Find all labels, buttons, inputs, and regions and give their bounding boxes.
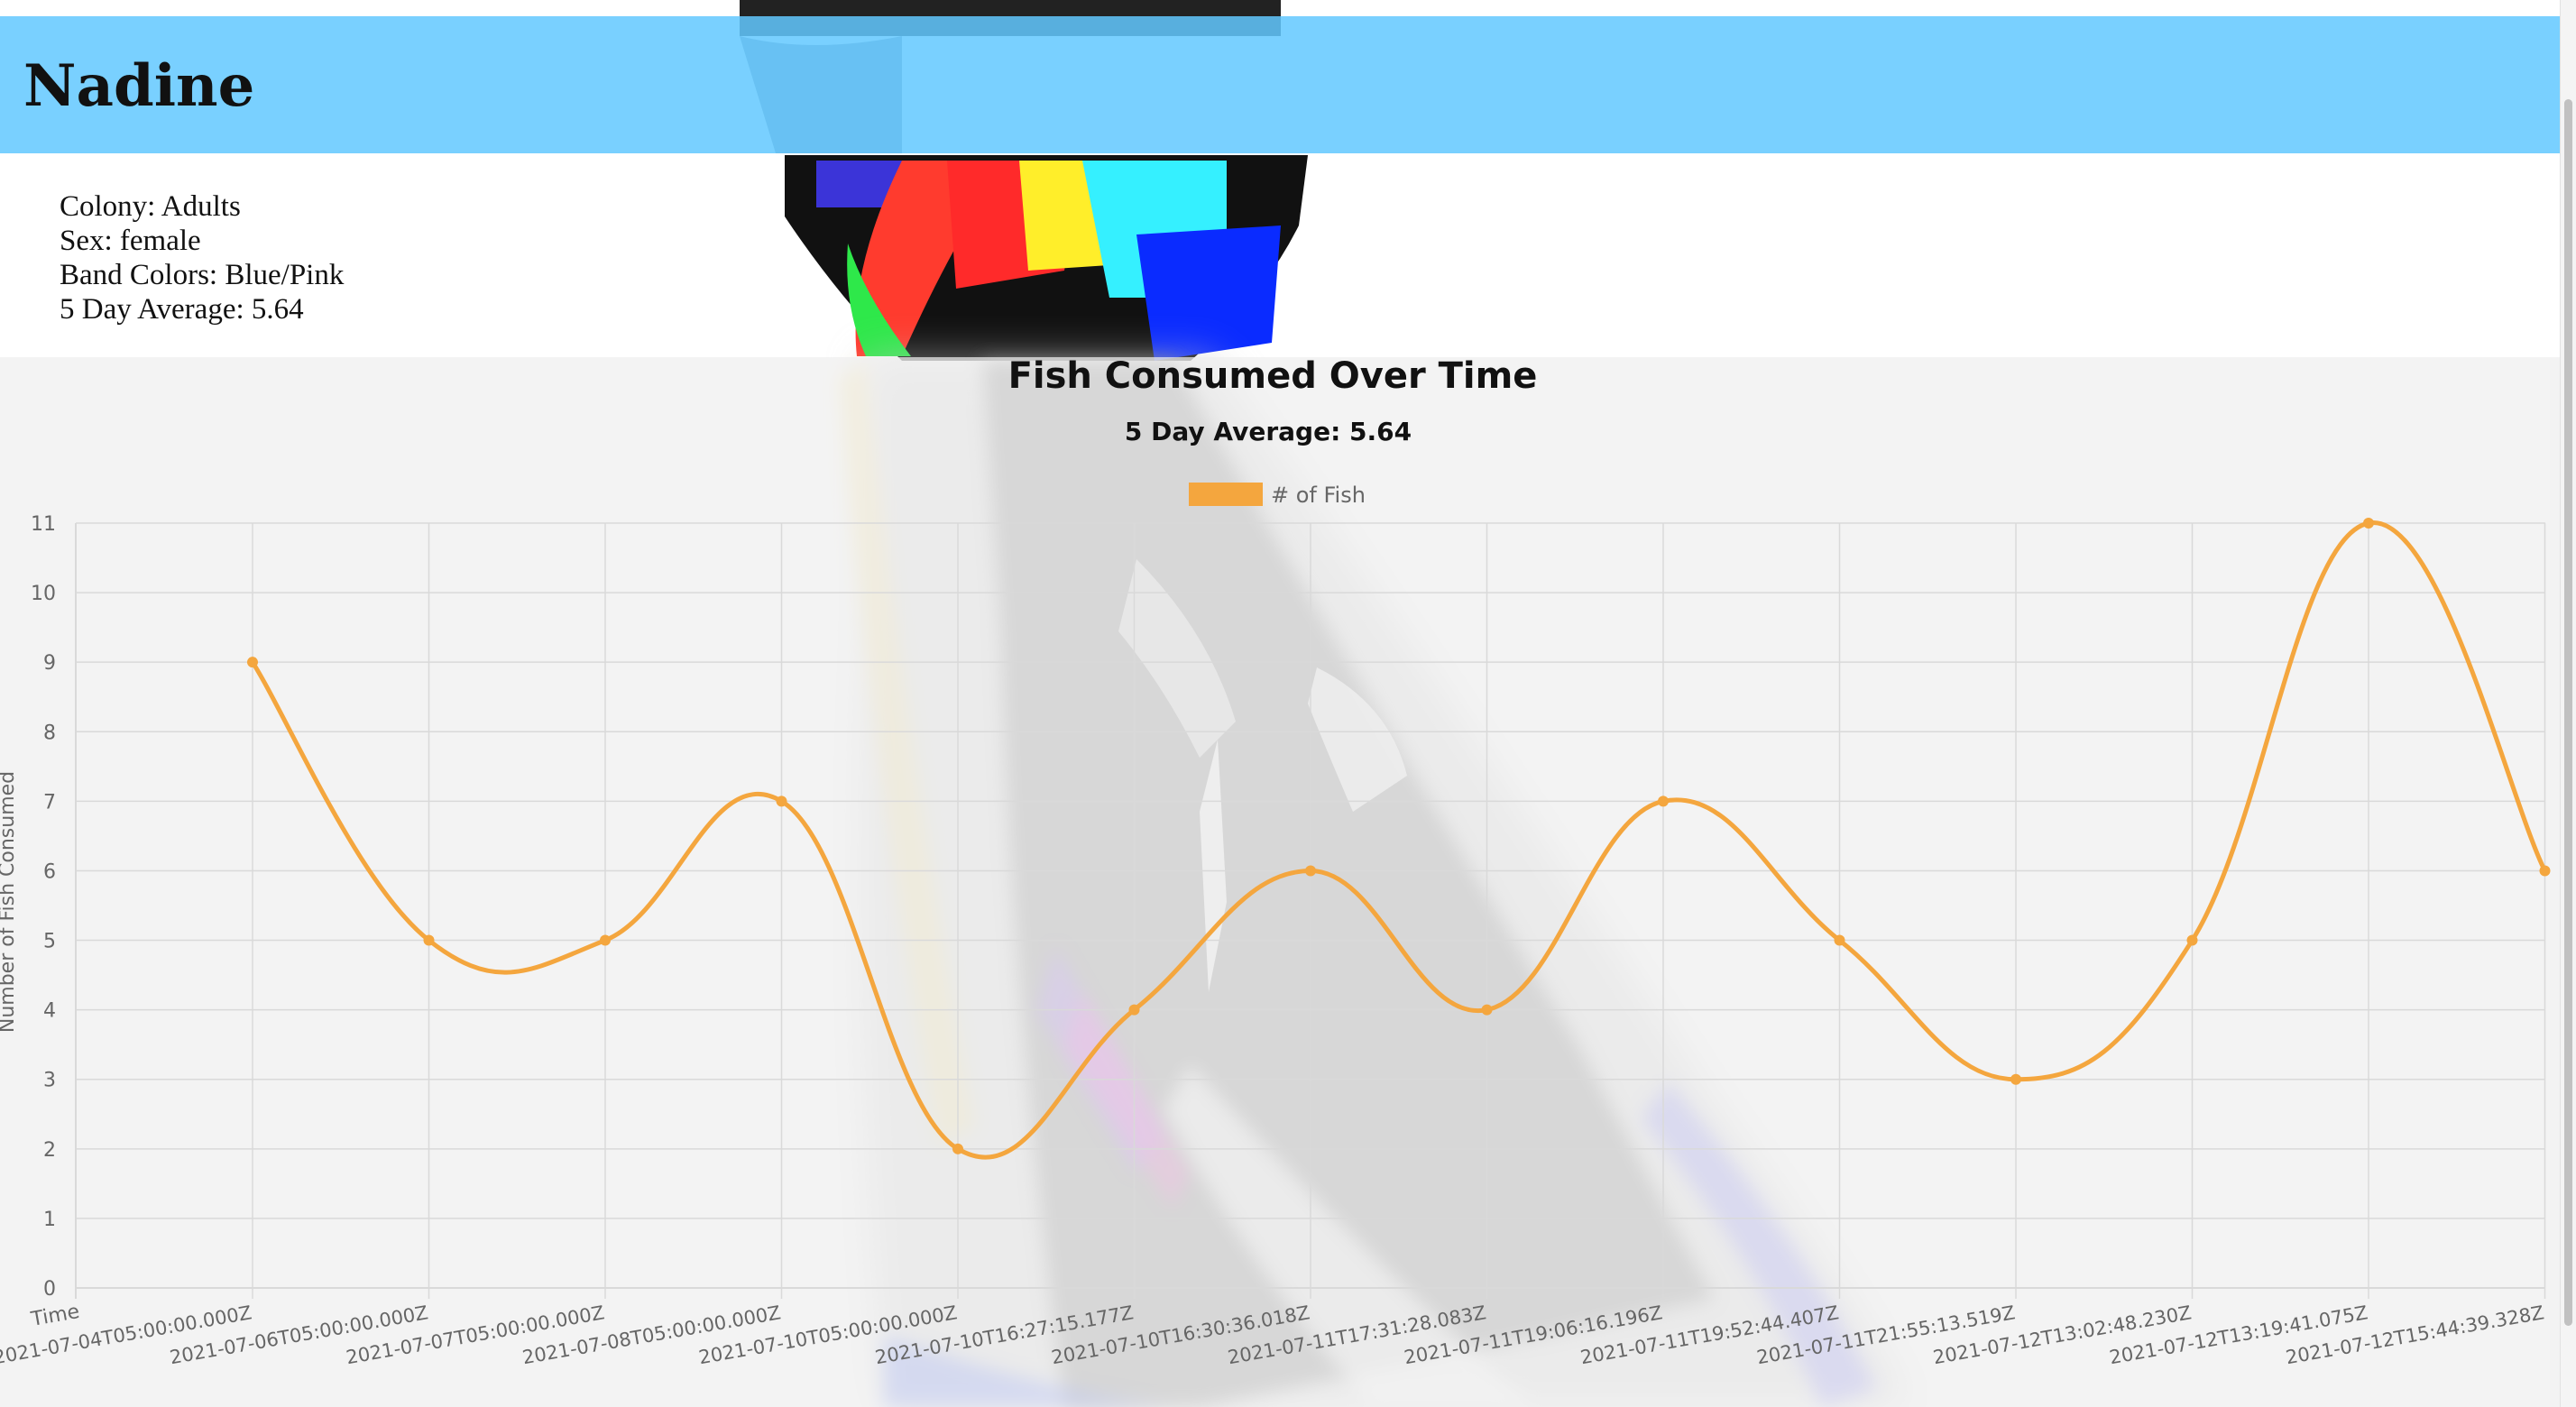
x-axis-label: Time [29,1301,81,1331]
y-axis-label: Number of Fish Consumed [0,771,19,1033]
y-tick-label: 9 [43,652,56,675]
data-point[interactable] [1481,1004,1493,1016]
y-tick-label: 3 [43,1070,56,1092]
legend[interactable]: # of Fish [1189,483,1366,508]
x-tick-labels: 2021-07-04T05:00:00.000Z2021-07-06T05:00… [0,1301,2545,1368]
data-point[interactable] [2363,518,2374,529]
data-point[interactable] [776,795,787,807]
data-point[interactable] [2539,865,2551,877]
series-line-fish [250,520,2547,1160]
colony-text: Colony: Adults [60,190,241,223]
y-tick-label: 11 [31,513,56,536]
chart-subtitle: 5 Day Average: 5.64 [1125,417,1412,446]
data-point[interactable] [1658,795,1669,807]
data-point[interactable] [247,657,258,668]
y-tick-label: 0 [43,1278,56,1301]
y-tick-label: 6 [43,860,56,883]
average-text: 5 Day Average: 5.64 [60,293,304,326]
y-tick-labels: 0 1 2 3 4 5 6 7 8 9 10 11 [31,513,56,1301]
grid [75,522,2546,1299]
penguin-name: Nadine [23,52,255,120]
data-point[interactable] [1305,865,1316,877]
data-point[interactable] [1834,934,1845,946]
legend-label: # of Fish [1271,483,1366,508]
data-point[interactable] [2010,1073,2021,1085]
y-tick-label: 7 [43,791,56,814]
y-tick-label: 2 [43,1139,56,1162]
y-tick-label: 4 [43,1000,56,1023]
data-point[interactable] [952,1143,963,1154]
data-points [247,518,2551,1154]
scrollbar-thumb[interactable] [2564,99,2572,1326]
y-tick-label: 10 [31,583,56,605]
page-header: Nadine [0,16,2560,153]
y-tick-label: 5 [43,931,56,953]
sex-text: Sex: female [60,225,201,257]
data-point[interactable] [2186,934,2198,946]
chart-title: Fish Consumed Over Time [1008,355,1538,397]
chart-panel [0,357,2560,1407]
y-tick-label: 1 [43,1209,56,1231]
data-point[interactable] [600,934,611,946]
data-point[interactable] [423,934,435,946]
legend-swatch [1189,483,1263,506]
band-colors-text: Band Colors: Blue/Pink [60,259,345,291]
data-point[interactable] [1128,1004,1140,1016]
penguin-info: Colony: Adults Sex: female Band Colors: … [60,189,344,326]
y-tick-label: 8 [43,722,56,744]
